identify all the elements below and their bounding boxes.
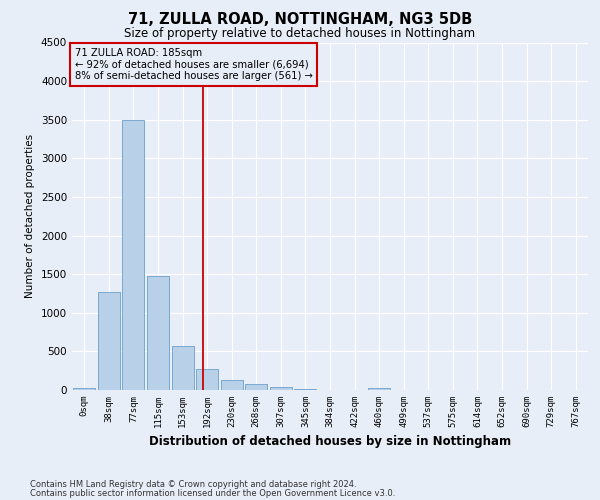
Text: Contains HM Land Registry data © Crown copyright and database right 2024.: Contains HM Land Registry data © Crown c… [30,480,356,489]
Text: 71 ZULLA ROAD: 185sqm
← 92% of detached houses are smaller (6,694)
8% of semi-de: 71 ZULLA ROAD: 185sqm ← 92% of detached … [74,48,313,81]
Y-axis label: Number of detached properties: Number of detached properties [25,134,35,298]
Bar [295,389,316,390]
Text: 71, ZULLA ROAD, NOTTINGHAM, NG3 5DB: 71, ZULLA ROAD, NOTTINGHAM, NG3 5DB [128,12,472,28]
X-axis label: Distribution of detached houses by size in Nottingham: Distribution of detached houses by size … [149,436,511,448]
Text: Contains public sector information licensed under the Open Government Licence v3: Contains public sector information licen… [30,489,395,498]
Bar [368,388,390,390]
Bar [73,388,95,390]
Text: Size of property relative to detached houses in Nottingham: Size of property relative to detached ho… [124,28,476,40]
Bar [122,120,145,390]
Bar [245,384,268,390]
Bar [196,369,218,390]
Bar [270,387,292,390]
Bar [147,276,169,390]
Bar [221,380,243,390]
Bar [98,292,120,390]
Bar [172,346,194,390]
